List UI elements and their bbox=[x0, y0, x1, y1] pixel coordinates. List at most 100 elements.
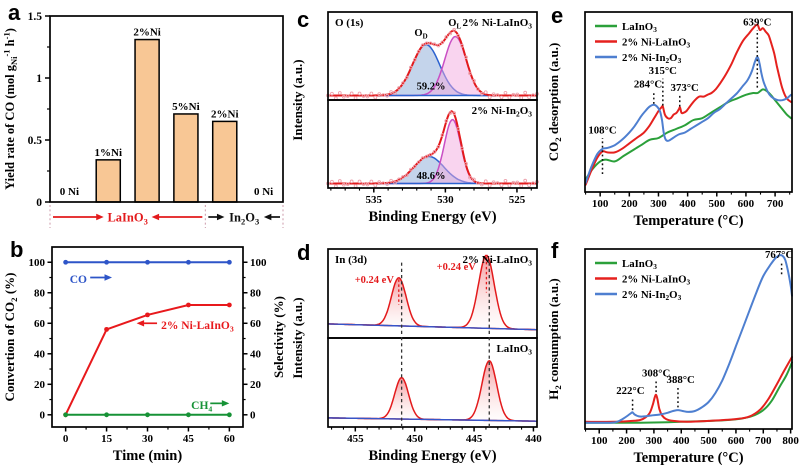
raw-data-point bbox=[503, 90, 508, 95]
raw-data-point bbox=[436, 43, 441, 48]
raw-data-point bbox=[527, 95, 531, 100]
x-tick-label: 535 bbox=[366, 194, 383, 206]
panel-d-letter: d bbox=[297, 240, 311, 265]
legend: LaInO3 2% Ni-LaInO3 2% Ni-In2O3 bbox=[595, 21, 691, 65]
x-tick-label: 400 bbox=[679, 198, 696, 210]
raw-data-point bbox=[527, 183, 531, 188]
raw-data-point bbox=[397, 86, 401, 90]
data-marker bbox=[145, 312, 150, 318]
raw-data-point bbox=[499, 95, 504, 100]
panel-c-letter: c bbox=[297, 7, 310, 32]
peak-label: +0.24 eV bbox=[355, 275, 395, 286]
raw-data-point bbox=[460, 146, 464, 151]
raw-data-point bbox=[491, 180, 496, 185]
x-tick-label: 0 bbox=[63, 433, 69, 445]
raw-data-point bbox=[393, 180, 397, 185]
panel-b-chart: 0 15 30 45 60 0 0 20 20 40 40 60 60 80 80 100 100 CO 2% Ni… bbox=[2, 246, 286, 464]
raw-data-point bbox=[479, 91, 484, 96]
raw-data-point bbox=[472, 78, 476, 83]
raw-data-point bbox=[416, 160, 421, 165]
peak-label: 59.2% bbox=[417, 81, 446, 92]
raw-data-point bbox=[381, 181, 386, 186]
raw-data-point bbox=[483, 90, 488, 95]
x-tick-label: 600 bbox=[738, 198, 755, 210]
raw-data-point bbox=[507, 95, 512, 100]
data-marker bbox=[226, 412, 232, 418]
plot-frame bbox=[584, 248, 793, 430]
raw-data-point bbox=[523, 90, 528, 95]
x-tick-label: 400 bbox=[673, 435, 690, 447]
x-axis-label: Time (min) bbox=[113, 448, 183, 464]
plot-frame bbox=[327, 99, 538, 189]
raw-data-point bbox=[412, 57, 417, 62]
bar-label: 0 Ni bbox=[254, 186, 273, 198]
y2-tick-label: 100 bbox=[250, 257, 267, 269]
raw-data-point bbox=[440, 133, 445, 137]
raw-data-point bbox=[424, 154, 429, 159]
raw-data-point bbox=[456, 33, 460, 38]
raw-data-point bbox=[531, 181, 535, 186]
raw-data-point bbox=[345, 182, 350, 186]
raw-data-point bbox=[341, 182, 346, 187]
raw-data-point bbox=[464, 55, 468, 60]
raw-data-point bbox=[468, 175, 472, 180]
data-marker bbox=[226, 259, 232, 265]
panel-d-chart: In (3d) 2% Ni-LaInO3+0.24 eV+0.24 eVLaInO… bbox=[290, 248, 542, 464]
peak-temperature-label: 108°C bbox=[588, 124, 616, 136]
peak-fill-In 3d5/2 bbox=[328, 360, 537, 422]
sample-label: 2% Ni-LaInO3 bbox=[463, 254, 533, 267]
raw-data-point bbox=[349, 179, 354, 184]
group-label: LaInO3 bbox=[107, 211, 147, 227]
xps-subplot-1: 2% Ni-In2O3 48.6% bbox=[326, 99, 539, 189]
y2-tick-label: 20 bbox=[250, 379, 262, 391]
x-axis-label: Temperature (°C) bbox=[633, 213, 743, 229]
raw-data-point bbox=[408, 167, 413, 172]
x-tick-label: 100 bbox=[591, 435, 608, 447]
legend-label: 2% Ni-LaInO3 bbox=[622, 273, 691, 286]
x-axis-label: Binding Energy (eV) bbox=[368, 209, 496, 225]
series-annotation: CH4 bbox=[191, 400, 212, 414]
x-tick-label: 30 bbox=[142, 433, 154, 445]
bar-1%Ni bbox=[95, 159, 122, 203]
raw-data-point bbox=[330, 179, 334, 184]
xps-chart: O (1s) 2% Ni-LaInO3 OD OL 59.2% 2% Ni-In2O3 48… bbox=[290, 11, 539, 225]
x-tick-label: 500 bbox=[709, 198, 726, 210]
raw-data-point bbox=[353, 184, 358, 188]
raw-data-point bbox=[475, 181, 480, 185]
panel-b: b 0 15 30 45 60 0 0 20 20 40 40 60 60 80 80 100 100 CO 2% … bbox=[0, 235, 290, 472]
raw-data-point bbox=[385, 93, 390, 98]
peak-temperature-label: 639°C bbox=[743, 16, 771, 28]
bar-label: 2%Ni bbox=[133, 27, 161, 39]
raw-data-point bbox=[385, 182, 390, 186]
raw-data-point bbox=[389, 90, 393, 94]
raw-data-point bbox=[412, 164, 417, 169]
panel-e: e 100 200 300 400 500 600 700 108°C 284°C 315°C 37… bbox=[545, 0, 799, 235]
y-axis-label: Yield rate of CO (mol gNi-1 h-1) bbox=[1, 28, 19, 190]
x-tick-label: 300 bbox=[646, 435, 663, 447]
x-tick-label: 100 bbox=[592, 198, 609, 210]
legend-label: 2% Ni-LaInO3 bbox=[622, 36, 691, 49]
raw-data-point bbox=[432, 149, 437, 154]
raw-data-point bbox=[460, 43, 464, 48]
panel-f: f 100 200 300 400 500 600 700 800 222°C 308°C 388°… bbox=[545, 235, 799, 472]
raw-data-point bbox=[381, 93, 386, 97]
raw-data-point bbox=[420, 43, 425, 48]
y-axis-label: Intensity (a.u.) bbox=[290, 59, 305, 140]
y-tick-label: 100 bbox=[29, 257, 46, 269]
data-marker bbox=[186, 259, 191, 265]
arrow-head bbox=[136, 320, 145, 327]
legend-label: 2% Ni-In2O3 bbox=[622, 289, 682, 302]
panel-e-chart: 100 200 300 400 500 600 700 108°C 284°C 315°C 373°… bbox=[546, 11, 793, 229]
raw-data-point bbox=[444, 35, 449, 39]
y-axis-label: CO2 desorption (a.u.) bbox=[546, 43, 563, 162]
peak-temperature-label: 767°C bbox=[765, 249, 793, 261]
raw-data-point bbox=[361, 94, 366, 98]
raw-data-point bbox=[499, 183, 504, 188]
data-marker bbox=[63, 412, 69, 418]
raw-data-point bbox=[531, 93, 535, 98]
raw-data-point bbox=[389, 178, 393, 183]
raw-data-point bbox=[472, 177, 476, 182]
